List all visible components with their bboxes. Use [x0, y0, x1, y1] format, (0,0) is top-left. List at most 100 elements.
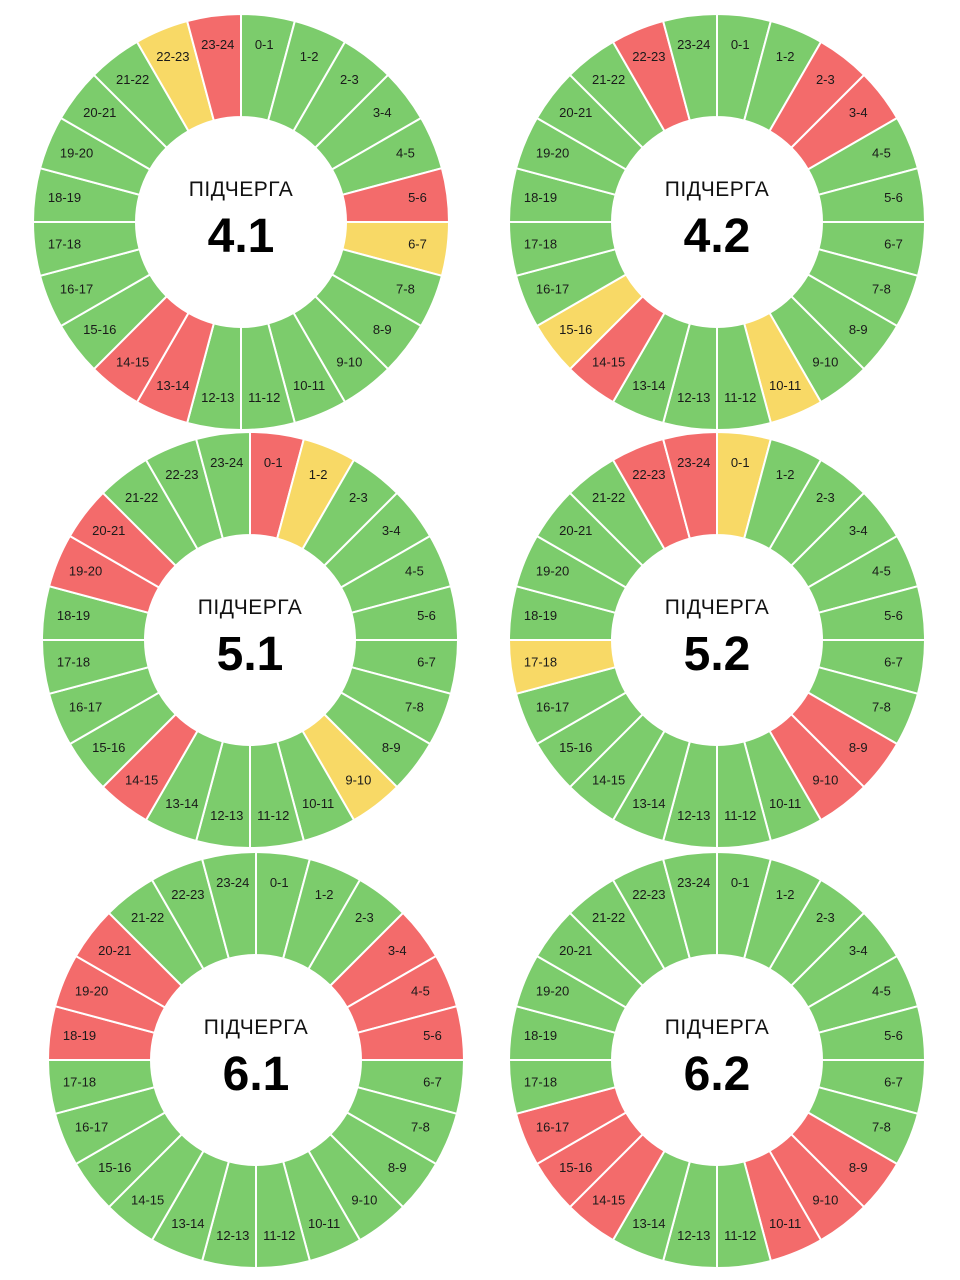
hour-segment-23-24	[661, 850, 718, 960]
hour-label-19-20: 19-20	[69, 563, 102, 578]
hour-label-9-10: 9-10	[351, 1193, 377, 1208]
schedule-ring-4.1: 0-1 1-2 2-3 3-4 4-5 5-6 6-7 7-8 8-9 9-10 10-11 11-1…	[31, 12, 451, 432]
hour-label-17-18: 17-18	[524, 655, 557, 670]
hour-label-19-20: 19-20	[536, 983, 569, 998]
hour-label-1-2: 1-2	[776, 887, 795, 902]
hour-label-16-17: 16-17	[536, 282, 569, 297]
hour-label-6-7: 6-7	[884, 655, 903, 670]
hour-label-14-15: 14-15	[116, 355, 149, 370]
hour-label-18-19: 18-19	[524, 608, 557, 623]
queue-subtitle: ПІДЧЕРГА	[665, 178, 769, 201]
hour-label-3-4: 3-4	[388, 943, 407, 958]
hour-label-2-3: 2-3	[340, 72, 359, 87]
hour-label-12-13: 12-13	[216, 1228, 249, 1243]
queue-number: 5.1	[217, 628, 284, 681]
hour-label-21-22: 21-22	[125, 490, 158, 505]
hour-label-17-18: 17-18	[63, 1075, 96, 1090]
hour-label-16-17: 16-17	[75, 1120, 108, 1135]
queue-subtitle: ПІДЧЕРГА	[198, 596, 302, 619]
hour-label-5-6: 5-6	[884, 608, 903, 623]
hour-label-3-4: 3-4	[373, 105, 392, 120]
hour-label-16-17: 16-17	[536, 700, 569, 715]
hour-label-21-22: 21-22	[131, 910, 164, 925]
hour-label-19-20: 19-20	[536, 145, 569, 160]
hour-label-22-23: 22-23	[171, 887, 204, 902]
hour-label-9-10: 9-10	[812, 355, 838, 370]
hour-label-11-12: 11-12	[724, 1228, 756, 1243]
hour-label-8-9: 8-9	[373, 322, 392, 337]
hour-label-23-24: 23-24	[210, 455, 243, 470]
hour-label-21-22: 21-22	[592, 490, 625, 505]
hour-label-21-22: 21-22	[116, 72, 149, 87]
hour-label-18-19: 18-19	[57, 608, 90, 623]
hour-segment-23-24	[661, 12, 718, 122]
hour-label-1-2: 1-2	[315, 887, 334, 902]
hour-label-4-5: 4-5	[405, 563, 424, 578]
hour-label-14-15: 14-15	[592, 1193, 625, 1208]
hour-label-2-3: 2-3	[349, 490, 368, 505]
hour-label-7-8: 7-8	[405, 700, 424, 715]
hour-label-18-19: 18-19	[524, 1028, 557, 1043]
hour-label-4-5: 4-5	[872, 983, 891, 998]
hour-label-6-7: 6-7	[417, 655, 436, 670]
hour-label-10-11: 10-11	[293, 378, 325, 393]
hour-label-14-15: 14-15	[592, 355, 625, 370]
hour-label-17-18: 17-18	[524, 1075, 557, 1090]
hour-label-7-8: 7-8	[872, 282, 891, 297]
hour-label-8-9: 8-9	[849, 322, 868, 337]
hour-label-9-10: 9-10	[812, 1193, 838, 1208]
hour-label-14-15: 14-15	[125, 773, 158, 788]
hour-label-11-12: 11-12	[248, 390, 280, 405]
hour-label-4-5: 4-5	[872, 145, 891, 160]
hour-label-17-18: 17-18	[57, 655, 90, 670]
hour-segment-23-24	[200, 850, 257, 960]
hour-label-6-7: 6-7	[884, 1075, 903, 1090]
hour-label-0-1: 0-1	[264, 455, 283, 470]
hour-label-1-2: 1-2	[300, 49, 319, 64]
hour-label-22-23: 22-23	[156, 49, 189, 64]
hour-label-4-5: 4-5	[411, 983, 430, 998]
hour-label-20-21: 20-21	[559, 105, 592, 120]
hour-label-0-1: 0-1	[731, 455, 750, 470]
hour-label-4-5: 4-5	[872, 563, 891, 578]
hour-label-9-10: 9-10	[336, 355, 362, 370]
hour-label-23-24: 23-24	[677, 37, 710, 52]
hour-label-9-10: 9-10	[812, 773, 838, 788]
hour-label-5-6: 5-6	[408, 190, 427, 205]
schedule-ring-6.1: 0-1 1-2 2-3 3-4 4-5 5-6 6-7 7-8 8-9 9-10 10-11 11-1…	[46, 850, 466, 1270]
hour-label-7-8: 7-8	[872, 1120, 891, 1135]
hour-segment-23-24	[661, 430, 718, 540]
hour-label-0-1: 0-1	[255, 37, 274, 52]
hour-segment-23-24	[185, 12, 242, 122]
hour-label-20-21: 20-21	[559, 523, 592, 538]
hour-label-22-23: 22-23	[632, 467, 665, 482]
hour-label-15-16: 15-16	[559, 740, 592, 755]
hour-label-12-13: 12-13	[677, 1228, 710, 1243]
hour-label-2-3: 2-3	[816, 72, 835, 87]
hour-label-14-15: 14-15	[592, 773, 625, 788]
queue-subtitle: ПІДЧЕРГА	[204, 1016, 308, 1039]
hour-label-5-6: 5-6	[417, 608, 436, 623]
hour-label-15-16: 15-16	[559, 1160, 592, 1175]
hour-label-1-2: 1-2	[776, 467, 795, 482]
queue-number: 4.1	[208, 210, 275, 263]
hour-label-19-20: 19-20	[60, 145, 93, 160]
hour-label-20-21: 20-21	[559, 943, 592, 958]
hour-label-8-9: 8-9	[388, 1160, 407, 1175]
queue-subtitle: ПІДЧЕРГА	[189, 178, 293, 201]
hour-label-23-24: 23-24	[216, 875, 249, 890]
hour-label-4-5: 4-5	[396, 145, 415, 160]
hour-label-3-4: 3-4	[382, 523, 401, 538]
hour-label-13-14: 13-14	[632, 1216, 665, 1231]
hour-label-1-2: 1-2	[309, 467, 328, 482]
hour-label-1-2: 1-2	[776, 49, 795, 64]
hour-label-10-11: 10-11	[769, 378, 801, 393]
hour-label-10-11: 10-11	[769, 1216, 801, 1231]
hour-label-13-14: 13-14	[165, 796, 198, 811]
queue-number: 5.2	[684, 628, 751, 681]
hour-label-2-3: 2-3	[816, 490, 835, 505]
hour-label-10-11: 10-11	[302, 796, 334, 811]
hour-label-17-18: 17-18	[524, 237, 557, 252]
hour-label-6-7: 6-7	[408, 237, 427, 252]
hour-label-15-16: 15-16	[559, 322, 592, 337]
